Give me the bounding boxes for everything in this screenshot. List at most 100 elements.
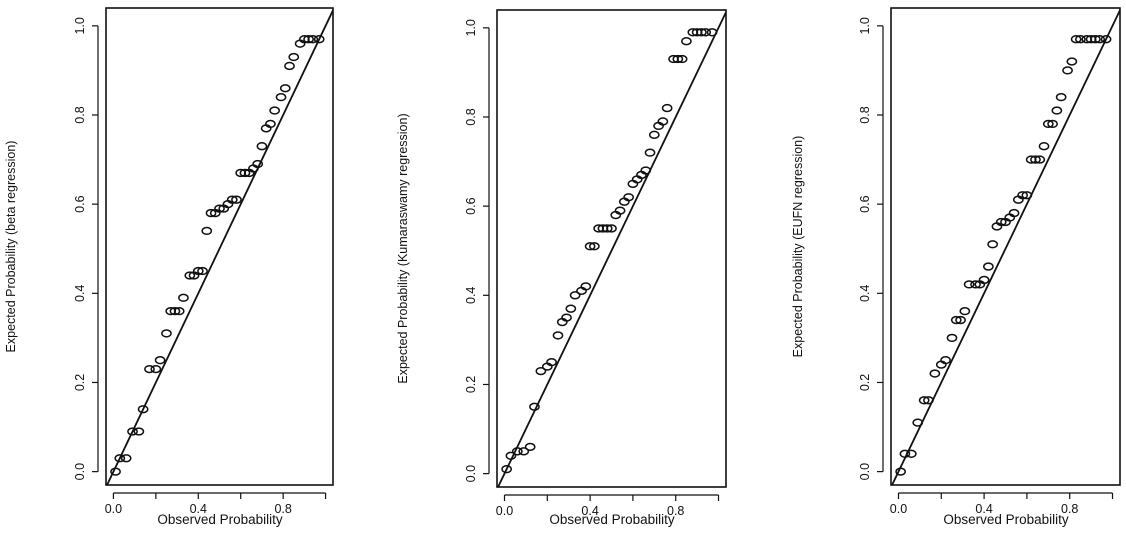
data-point [161, 329, 172, 338]
data-point [640, 166, 652, 175]
plot-frame [105, 7, 334, 486]
data-point [995, 217, 1007, 227]
data-point [1051, 106, 1063, 115]
data-point [1070, 35, 1082, 44]
data-point [313, 35, 325, 44]
y-tick-label: 0.2 [858, 374, 872, 391]
data-point [706, 28, 718, 37]
data-point [150, 364, 162, 374]
data-point [580, 282, 592, 291]
data-point [648, 130, 660, 139]
data-point [265, 119, 276, 129]
data-point [279, 84, 291, 93]
data-point [1047, 119, 1058, 129]
y-axis-label: Expected Probability (Kumaraswamy regres… [396, 113, 410, 383]
data-point [114, 454, 126, 463]
data-point [110, 467, 121, 476]
y-tick-label: 0.2 [73, 374, 87, 391]
data-point [184, 271, 196, 280]
data-point [173, 306, 185, 316]
data-point [511, 447, 523, 456]
data-point [950, 315, 962, 325]
y-tick-label: 0.4 [858, 285, 872, 302]
data-point [929, 369, 941, 378]
y-axis-label: Expected Probability (beta regression) [4, 141, 18, 353]
data-point [205, 208, 217, 218]
data-point [1094, 35, 1106, 44]
data-point [905, 449, 917, 458]
data-point [192, 266, 204, 276]
identity-line [106, 8, 333, 485]
data-point [1055, 93, 1067, 102]
data-point [700, 28, 712, 37]
data-point [589, 242, 600, 251]
x-axis-label: Observed Probability [157, 512, 283, 527]
data-point [154, 356, 166, 365]
data-point [623, 193, 634, 202]
data-point [657, 117, 669, 126]
data-point [912, 418, 924, 427]
x-axis-label: Observed Probability [549, 512, 675, 527]
data-point [284, 61, 295, 71]
data-point [256, 142, 268, 151]
data-point [529, 402, 540, 411]
x-tick-label: 0.8 [1061, 502, 1078, 516]
data-point [681, 37, 692, 46]
data-point [1008, 208, 1020, 218]
x-tick-label: 0.4 [581, 504, 598, 518]
data-point [169, 306, 181, 316]
data-point [1017, 191, 1028, 200]
data-point [535, 366, 547, 376]
data-point [899, 449, 911, 458]
x-tick-label: 0.0 [496, 504, 513, 518]
y-tick-label: 0.6 [858, 195, 872, 212]
data-point [569, 291, 581, 300]
data-point [133, 427, 145, 436]
data-point [584, 242, 596, 251]
y-tick-label: 0.4 [464, 287, 478, 304]
data-point [970, 280, 981, 289]
y-axis-label: Expected Probability (EUFN regression) [791, 136, 805, 358]
data-point [144, 364, 155, 374]
panel-2: 0.0 0.4 0.8 0.0 0.2 0.4 0.6 0.8 1.0 Observed Prob… [396, 9, 727, 527]
data-point [923, 396, 934, 405]
data-point [239, 168, 251, 178]
data-point [269, 106, 281, 115]
data-point [918, 396, 930, 405]
data-point [644, 148, 656, 157]
data-point [1100, 35, 1112, 44]
data-point [137, 405, 149, 414]
identity-line [891, 8, 1120, 485]
data-point [955, 315, 966, 325]
panel-1: 0.0 0.4 0.8 0.0 0.2 0.4 0.6 0.8 1.0 Observed Prob… [4, 7, 334, 527]
data-point [601, 224, 613, 233]
y-tick-label: 1.0 [858, 17, 872, 34]
data-point [1062, 66, 1073, 75]
data-point [978, 275, 990, 285]
y-tick-label: 0.2 [464, 376, 478, 393]
data-point [940, 356, 951, 365]
x-tick-label: 0.4 [975, 502, 992, 516]
data-point [231, 195, 242, 204]
panel-3: 0.0 0.4 0.8 0.0 0.2 0.4 0.6 0.8 1.0 Observed Prob… [791, 7, 1121, 527]
plot-frame [890, 7, 1121, 486]
y-tick-label: 0.6 [73, 195, 87, 212]
data-point [1075, 35, 1086, 44]
x-tick-label: 0.8 [667, 504, 684, 518]
data-point [214, 204, 225, 213]
data-point [505, 451, 517, 460]
data-point [614, 206, 626, 215]
y-tick-label: 0.8 [464, 108, 478, 125]
data-point [303, 35, 314, 44]
data-point [226, 195, 238, 204]
data-point [895, 467, 906, 476]
data-point [127, 427, 138, 436]
x-axis-label: Observed Probability [943, 512, 1069, 527]
data-point [963, 280, 975, 289]
data-point [946, 333, 958, 343]
x-tick-label: 0.0 [105, 502, 122, 516]
y-tick-label: 1.0 [464, 19, 478, 36]
data-point [1090, 35, 1101, 44]
plot-frame [496, 9, 727, 488]
